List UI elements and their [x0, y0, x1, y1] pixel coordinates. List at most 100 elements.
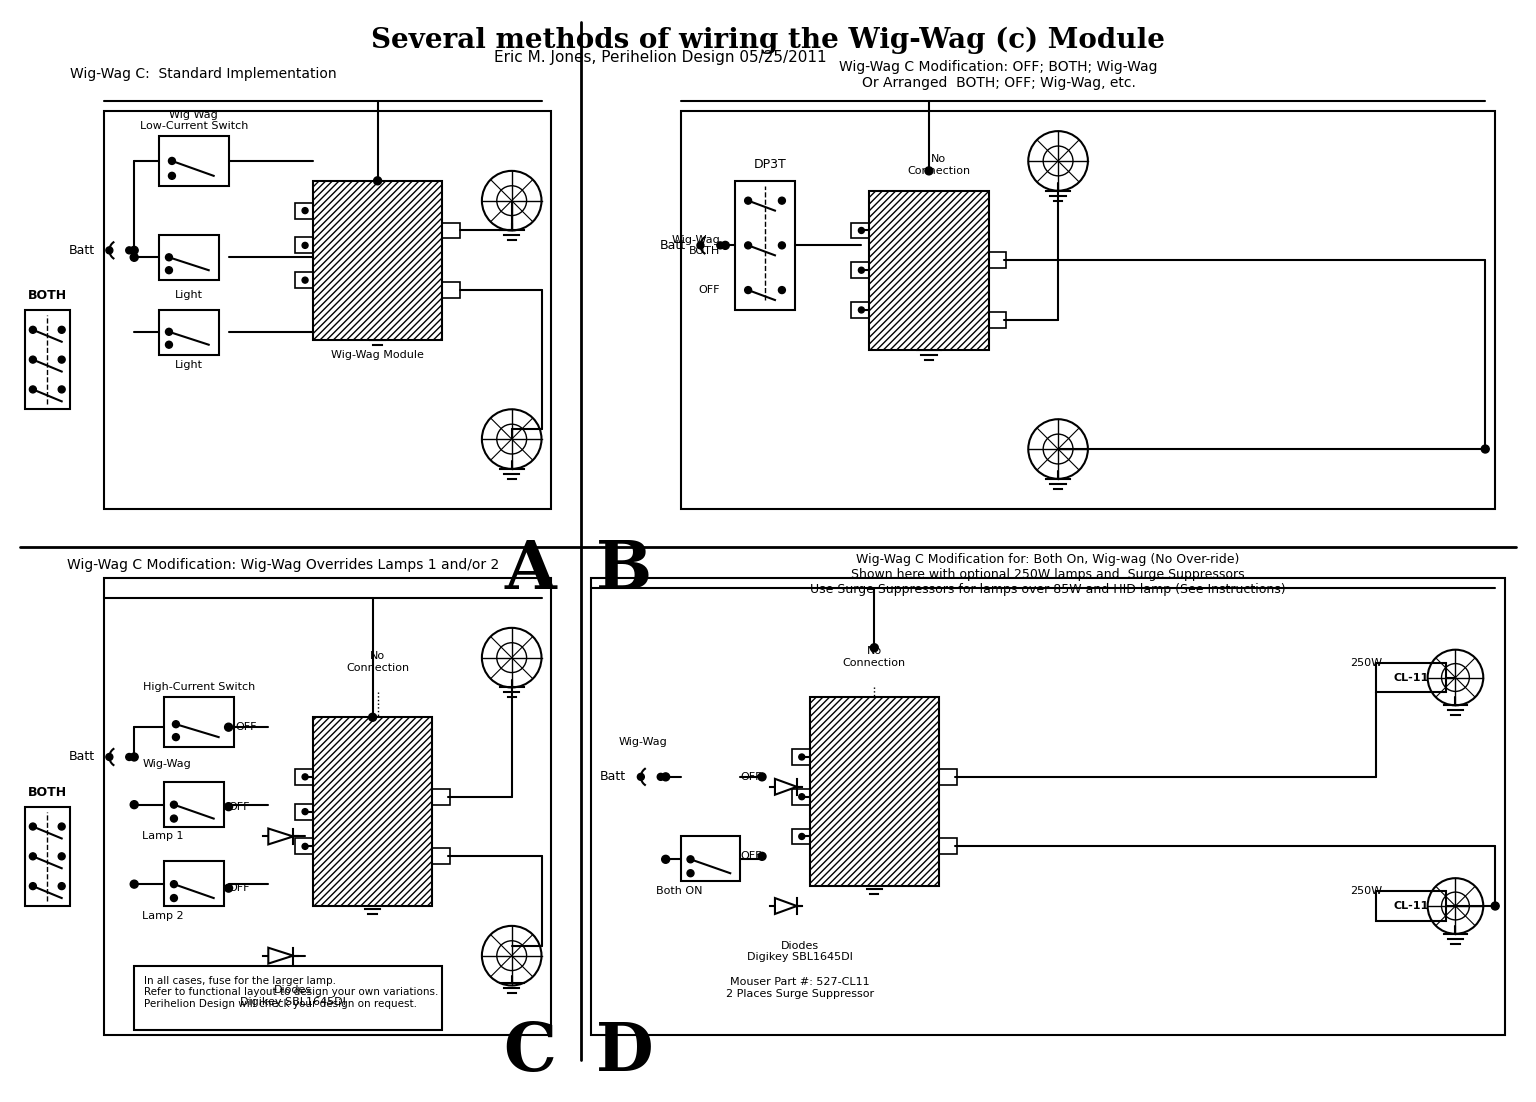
Circle shape: [369, 713, 376, 721]
Circle shape: [687, 869, 694, 877]
Circle shape: [745, 242, 751, 249]
Text: Lamp 2: Lamp 2: [143, 911, 184, 921]
Circle shape: [303, 843, 309, 850]
Text: Wig-Wag
BOTH: Wig-Wag BOTH: [671, 235, 720, 256]
Text: OFF: OFF: [235, 722, 257, 732]
Text: In all cases, fuse for the larger lamp.
Refer to functional layout to design you: In all cases, fuse for the larger lamp. …: [144, 975, 438, 1008]
Text: 250W: 250W: [1350, 658, 1382, 668]
Bar: [313, 717, 432, 906]
Text: Wig-Wag: Wig-Wag: [619, 737, 668, 747]
Circle shape: [687, 856, 694, 863]
Bar: [295, 803, 315, 820]
Circle shape: [169, 158, 175, 164]
Circle shape: [859, 307, 865, 313]
Bar: [430, 849, 450, 864]
Circle shape: [29, 326, 37, 333]
Text: OFF: OFF: [229, 801, 250, 812]
Circle shape: [170, 815, 178, 822]
Circle shape: [166, 328, 172, 335]
Text: Batt: Batt: [601, 770, 627, 784]
Bar: [164, 781, 224, 826]
Circle shape: [29, 386, 37, 393]
Circle shape: [373, 176, 381, 185]
Circle shape: [1491, 903, 1499, 910]
Text: OFF: OFF: [699, 285, 720, 295]
Circle shape: [58, 883, 65, 889]
Bar: [1376, 892, 1445, 921]
Circle shape: [172, 734, 180, 741]
Bar: [986, 252, 1006, 268]
Circle shape: [58, 356, 65, 363]
Text: Several methods of wiring the Wig-Wag (c) Module: Several methods of wiring the Wig-Wag (c…: [372, 26, 1164, 54]
Bar: [736, 181, 794, 310]
Text: D: D: [596, 1020, 654, 1085]
Circle shape: [170, 880, 178, 887]
Circle shape: [29, 853, 37, 860]
Bar: [809, 698, 938, 886]
Text: Light: Light: [175, 290, 203, 300]
Text: Wig-Wag C Modification: Wig-Wag Overrides Lamps 1 and/or 2: Wig-Wag C Modification: Wig-Wag Override…: [68, 559, 499, 572]
Text: Wig-Wag C Modification for: Both On, Wig-wag (No Over-ride)
Shown here with opti: Wig-Wag C Modification for: Both On, Wig…: [811, 553, 1286, 596]
Circle shape: [303, 774, 309, 780]
Bar: [160, 236, 218, 280]
Circle shape: [303, 809, 309, 814]
Circle shape: [166, 342, 172, 348]
Text: Mouser Part #: 527-CL11
2 Places Surge Suppressor: Mouser Part #: 527-CL11 2 Places Surge S…: [725, 965, 874, 998]
Circle shape: [637, 774, 644, 780]
Text: Batt: Batt: [68, 244, 94, 257]
Circle shape: [172, 721, 180, 727]
Circle shape: [224, 723, 232, 731]
Circle shape: [126, 754, 132, 760]
Text: Diodes
Digikey SBL1645DI: Diodes Digikey SBL1645DI: [240, 985, 346, 1007]
Text: BOTH: BOTH: [28, 786, 68, 799]
Circle shape: [58, 386, 65, 393]
Bar: [104, 579, 551, 1035]
Circle shape: [657, 774, 664, 780]
Circle shape: [799, 833, 805, 840]
Circle shape: [662, 773, 670, 781]
Text: DP3T: DP3T: [754, 158, 786, 171]
Text: Batt: Batt: [659, 239, 685, 252]
Circle shape: [29, 356, 37, 363]
Text: Wig-Wag: Wig-Wag: [143, 759, 190, 769]
Circle shape: [58, 823, 65, 830]
Text: Wig Wag
Low-Current Switch: Wig Wag Low-Current Switch: [140, 109, 247, 131]
Text: High-Current Switch: High-Current Switch: [143, 682, 255, 692]
Text: OFF: OFF: [740, 852, 762, 862]
Circle shape: [131, 801, 138, 809]
Bar: [295, 272, 315, 288]
Bar: [295, 839, 315, 854]
Text: OFF: OFF: [229, 883, 250, 893]
Circle shape: [759, 773, 766, 781]
Bar: [295, 769, 315, 785]
Bar: [430, 789, 450, 804]
Polygon shape: [776, 779, 797, 795]
Circle shape: [126, 247, 132, 253]
Bar: [313, 181, 442, 339]
Circle shape: [871, 644, 879, 651]
Text: Diodes
Digikey SBL1645DI: Diodes Digikey SBL1645DI: [746, 941, 852, 962]
Circle shape: [697, 242, 703, 249]
Bar: [937, 769, 957, 785]
Bar: [793, 829, 811, 844]
Text: Wig-Wag Module: Wig-Wag Module: [332, 349, 424, 359]
Text: Wig-Wag C Modification: OFF; BOTH; Wig-Wag
Or Arranged  BOTH; OFF; Wig-Wag, etc.: Wig-Wag C Modification: OFF; BOTH; Wig-W…: [839, 60, 1158, 89]
Text: No
Connection: No Connection: [843, 646, 906, 668]
Circle shape: [779, 242, 785, 249]
Text: No
Connection: No Connection: [908, 154, 971, 176]
Circle shape: [131, 753, 138, 761]
Text: A: A: [505, 539, 556, 604]
Circle shape: [131, 253, 138, 261]
Bar: [134, 965, 442, 1030]
Bar: [1376, 662, 1445, 692]
Text: No
Connection: No Connection: [346, 651, 409, 672]
Bar: [793, 749, 811, 765]
Circle shape: [131, 247, 138, 255]
Text: OFF: OFF: [740, 771, 762, 781]
Bar: [937, 839, 957, 854]
Circle shape: [303, 242, 309, 248]
Circle shape: [799, 793, 805, 800]
Circle shape: [169, 172, 175, 180]
Circle shape: [58, 326, 65, 333]
Circle shape: [1481, 445, 1490, 453]
